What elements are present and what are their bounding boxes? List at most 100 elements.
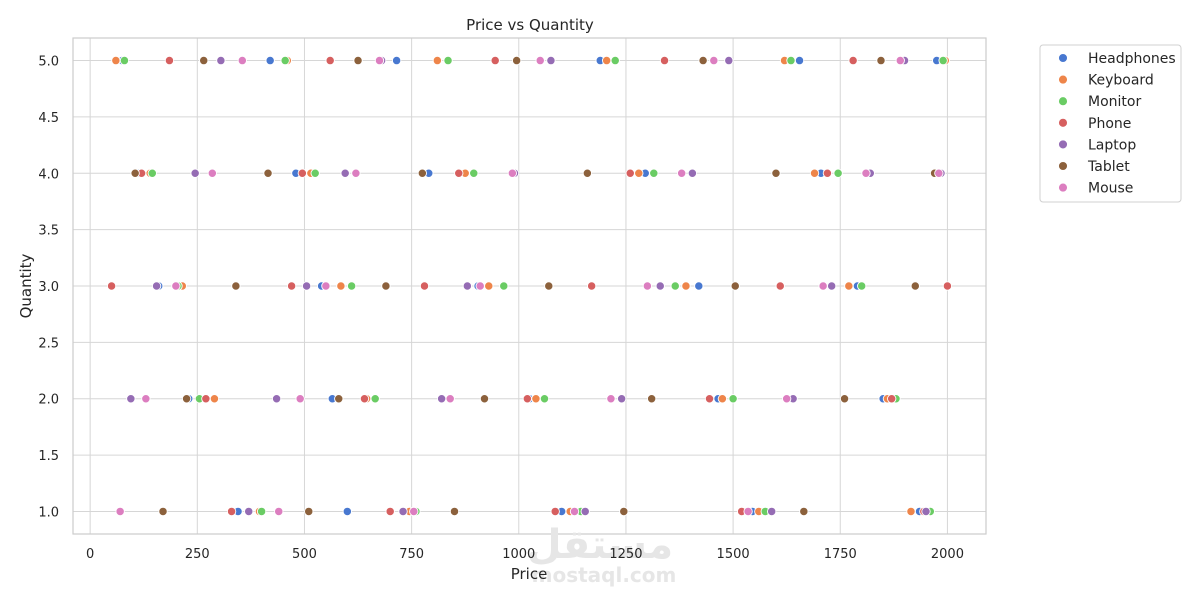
plot-frame: [72, 37, 987, 535]
data-point: [130, 168, 140, 178]
data-point: [126, 394, 136, 404]
y-tick-label: 5.0: [38, 55, 59, 70]
x-tick-label: 1250: [609, 547, 642, 562]
series-laptop: [126, 55, 946, 517]
data-point: [325, 55, 335, 66]
data-point: [304, 506, 314, 517]
legend-label: Laptop: [1088, 137, 1136, 153]
data-point: [681, 281, 691, 291]
data-point: [942, 281, 953, 291]
legend-item-laptop: Laptop: [1058, 137, 1136, 153]
data-point: [822, 168, 833, 178]
data-point: [507, 168, 518, 178]
data-point: [522, 394, 533, 404]
data-point: [449, 506, 460, 517]
data-point: [809, 168, 820, 178]
x-tick-label: 1500: [717, 547, 750, 562]
data-point: [906, 506, 916, 517]
data-point: [419, 281, 430, 291]
y-tick-labels: 1.0 1.5 2.0 2.5 3.0 3.5 4.0 4.5 5.0: [38, 55, 59, 521]
data-point: [844, 281, 854, 291]
data-point: [546, 55, 556, 66]
legend-items: Headphones Keyboard Monitor Phone Laptop Tabl…: [1058, 51, 1176, 197]
data-point: [199, 55, 209, 66]
data-point: [839, 394, 850, 404]
data-point: [381, 281, 391, 291]
data-point: [857, 281, 867, 291]
y-tick-label: 4.5: [38, 111, 59, 126]
data-point: [374, 55, 385, 66]
data-point: [938, 55, 948, 66]
legend-item-headphones: Headphones: [1058, 51, 1176, 67]
data-point: [677, 168, 687, 178]
data-point: [265, 55, 275, 66]
x-tick-label: 500: [292, 547, 317, 562]
data-point: [271, 394, 282, 404]
data-point: [226, 506, 237, 517]
data-point: [443, 55, 453, 66]
data-point: [511, 55, 522, 66]
data-point: [115, 506, 125, 517]
x-tick-labels: 0 250 500 750 1000 1250 1500 1750 2000: [86, 547, 964, 562]
legend-item-keyboard: Keyboard: [1058, 73, 1154, 89]
data-point: [385, 506, 395, 517]
data-point: [280, 55, 290, 66]
data-point: [619, 506, 629, 517]
x-tick-label: 250: [185, 547, 210, 562]
data-point: [617, 394, 627, 404]
data-point: [484, 281, 494, 291]
y-tick-label: 1.0: [38, 505, 59, 520]
data-point: [818, 281, 828, 291]
legend-item-phone: Phone: [1058, 116, 1131, 132]
data-point: [587, 281, 597, 291]
watermark-latin: mostaql.com: [532, 563, 677, 587]
data-point: [164, 55, 175, 66]
data-point: [580, 506, 590, 517]
x-tick-label: 1750: [824, 547, 857, 562]
data-point: [569, 506, 580, 517]
data-point: [190, 168, 200, 178]
legend-label: Tablet: [1087, 159, 1130, 175]
data-point: [550, 506, 560, 517]
data-point: [209, 394, 220, 404]
data-points: [106, 55, 953, 517]
data-point: [786, 55, 796, 66]
data-point: [469, 168, 479, 178]
data-point: [794, 55, 805, 66]
data-point: [106, 281, 117, 291]
legend-frame: [1039, 44, 1182, 203]
data-point: [582, 168, 593, 178]
data-point: [119, 55, 130, 66]
data-point: [432, 55, 442, 66]
data-point: [445, 394, 455, 404]
y-tick-label: 1.5: [38, 449, 59, 464]
data-point: [201, 394, 211, 404]
legend-label: Headphones: [1088, 51, 1176, 67]
y-tick-label: 4.0: [38, 167, 59, 182]
data-point: [848, 55, 858, 66]
data-point: [490, 55, 500, 66]
data-point: [895, 55, 905, 66]
data-point: [216, 55, 226, 66]
legend-marker: [1058, 96, 1068, 107]
chart-title: Price vs Quantity: [466, 16, 594, 34]
data-point: [728, 394, 738, 404]
data-point: [111, 55, 121, 66]
data-point: [531, 394, 541, 404]
data-point: [910, 281, 920, 291]
data-point: [625, 168, 635, 178]
legend-label: Mouse: [1088, 181, 1133, 197]
x-tick-label: 750: [399, 547, 424, 562]
legend-marker: [1058, 161, 1068, 171]
legend-label: Keyboard: [1088, 73, 1154, 89]
data-point: [340, 168, 350, 178]
data-point: [336, 281, 346, 291]
y-tick-label: 2.0: [38, 393, 59, 408]
legend-label: Monitor: [1088, 94, 1141, 110]
data-point: [767, 506, 777, 517]
legend-marker: [1058, 182, 1068, 193]
data-point: [921, 506, 931, 517]
data-point: [634, 168, 644, 178]
data-point: [147, 168, 157, 178]
